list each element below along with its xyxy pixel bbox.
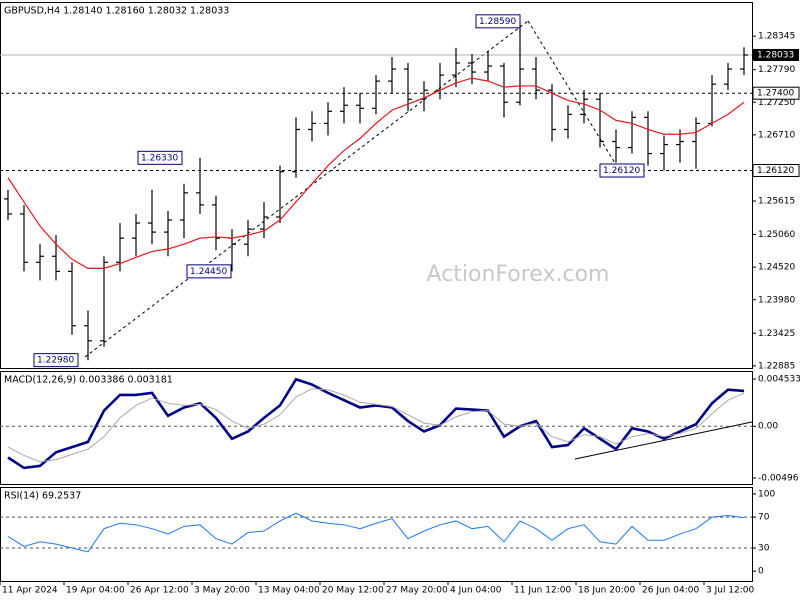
panel-title: RSI(14) 69.2537: [4, 491, 81, 502]
y-tick-label: 1.25615: [758, 197, 795, 207]
x-tick-label: 20 May 12:00: [322, 586, 384, 596]
x-tick-label: 27 May 20:00: [386, 586, 448, 596]
main-panel: [0, 2, 753, 369]
annotation-box: [33, 353, 79, 368]
trend-line: [527, 20, 619, 169]
macd-panel: [0, 371, 753, 485]
x-tick-label: 19 Apr 04:00: [66, 586, 125, 596]
y-tick-label: 1.24520: [758, 263, 795, 273]
y-tick-label: 100: [758, 489, 775, 499]
annotation-label: 1.26120: [603, 166, 640, 176]
level-label: 1.27400: [757, 89, 794, 99]
y-tick-label: 1.27790: [758, 65, 795, 75]
indicator-line: [7, 388, 745, 463]
annotation-label: 1.24450: [190, 267, 227, 277]
y-tick-label: 1.28345: [758, 32, 795, 42]
moving-average: [7, 77, 745, 269]
annotation-box: [599, 163, 645, 178]
y-tick-label: 1.23980: [758, 295, 795, 305]
y-tick-label: 1.22885: [758, 361, 795, 371]
level-box: [752, 86, 800, 100]
level-label: 1.26120: [757, 166, 794, 176]
y-tick-label: 70: [758, 513, 770, 523]
indicator-line: [7, 377, 745, 470]
panel-title: GBPUSD,H4 1.28140 1.28160 1.28032 1.2803…: [4, 6, 229, 17]
last-price-box: [753, 48, 799, 61]
y-tick-label: 0.00: [758, 422, 778, 432]
annotation-label: 1.26330: [141, 153, 178, 163]
y-tick-label: 0.004533: [758, 374, 800, 384]
x-tick-label: 13 May 04:00: [258, 586, 320, 596]
y-tick-label: 0: [758, 567, 764, 577]
trend-line: [84, 20, 529, 358]
indicator-line: [7, 512, 745, 553]
y-tick-label: -0.00496: [758, 473, 799, 483]
panel-frames: [0, 2, 753, 582]
annotation-box: [137, 150, 183, 165]
y-tick-label: 1.23425: [758, 329, 795, 339]
x-tick-label: 18 Jun 20:00: [578, 586, 635, 596]
y-tick-label: 1.27250: [758, 98, 795, 108]
last-price-label: 1.28033: [757, 50, 794, 60]
watermark: ActionForex.com: [427, 262, 610, 287]
y-tick-label: 1.26710: [758, 130, 795, 140]
macd-trend-line: [574, 421, 753, 460]
x-tick-label: 3 May 20:00: [194, 586, 250, 596]
x-tick-label: 26 Apr 12:00: [130, 586, 189, 596]
x-tick-label: 4 Jun 04:00: [450, 586, 502, 596]
panel-title: MACD(12,26,9) 0.003386 0.003181: [4, 375, 173, 386]
x-tick-label: 26 Jun 04:00: [642, 586, 699, 596]
rsi-panel: [0, 487, 753, 582]
annotation-label: 1.22980: [37, 356, 74, 366]
level-box: [752, 164, 800, 178]
annotation-box: [475, 14, 521, 29]
x-tick-label: 11 Apr 2024: [2, 586, 58, 596]
x-tick-label: 11 Jun 12:00: [514, 586, 571, 596]
x-tick-label: 3 Jul 12:00: [706, 586, 755, 596]
annotation-label: 1.28590: [479, 17, 516, 27]
y-tick-label: 30: [758, 543, 770, 553]
y-tick-label: 1.25060: [758, 230, 795, 240]
annotation-box: [186, 264, 232, 279]
